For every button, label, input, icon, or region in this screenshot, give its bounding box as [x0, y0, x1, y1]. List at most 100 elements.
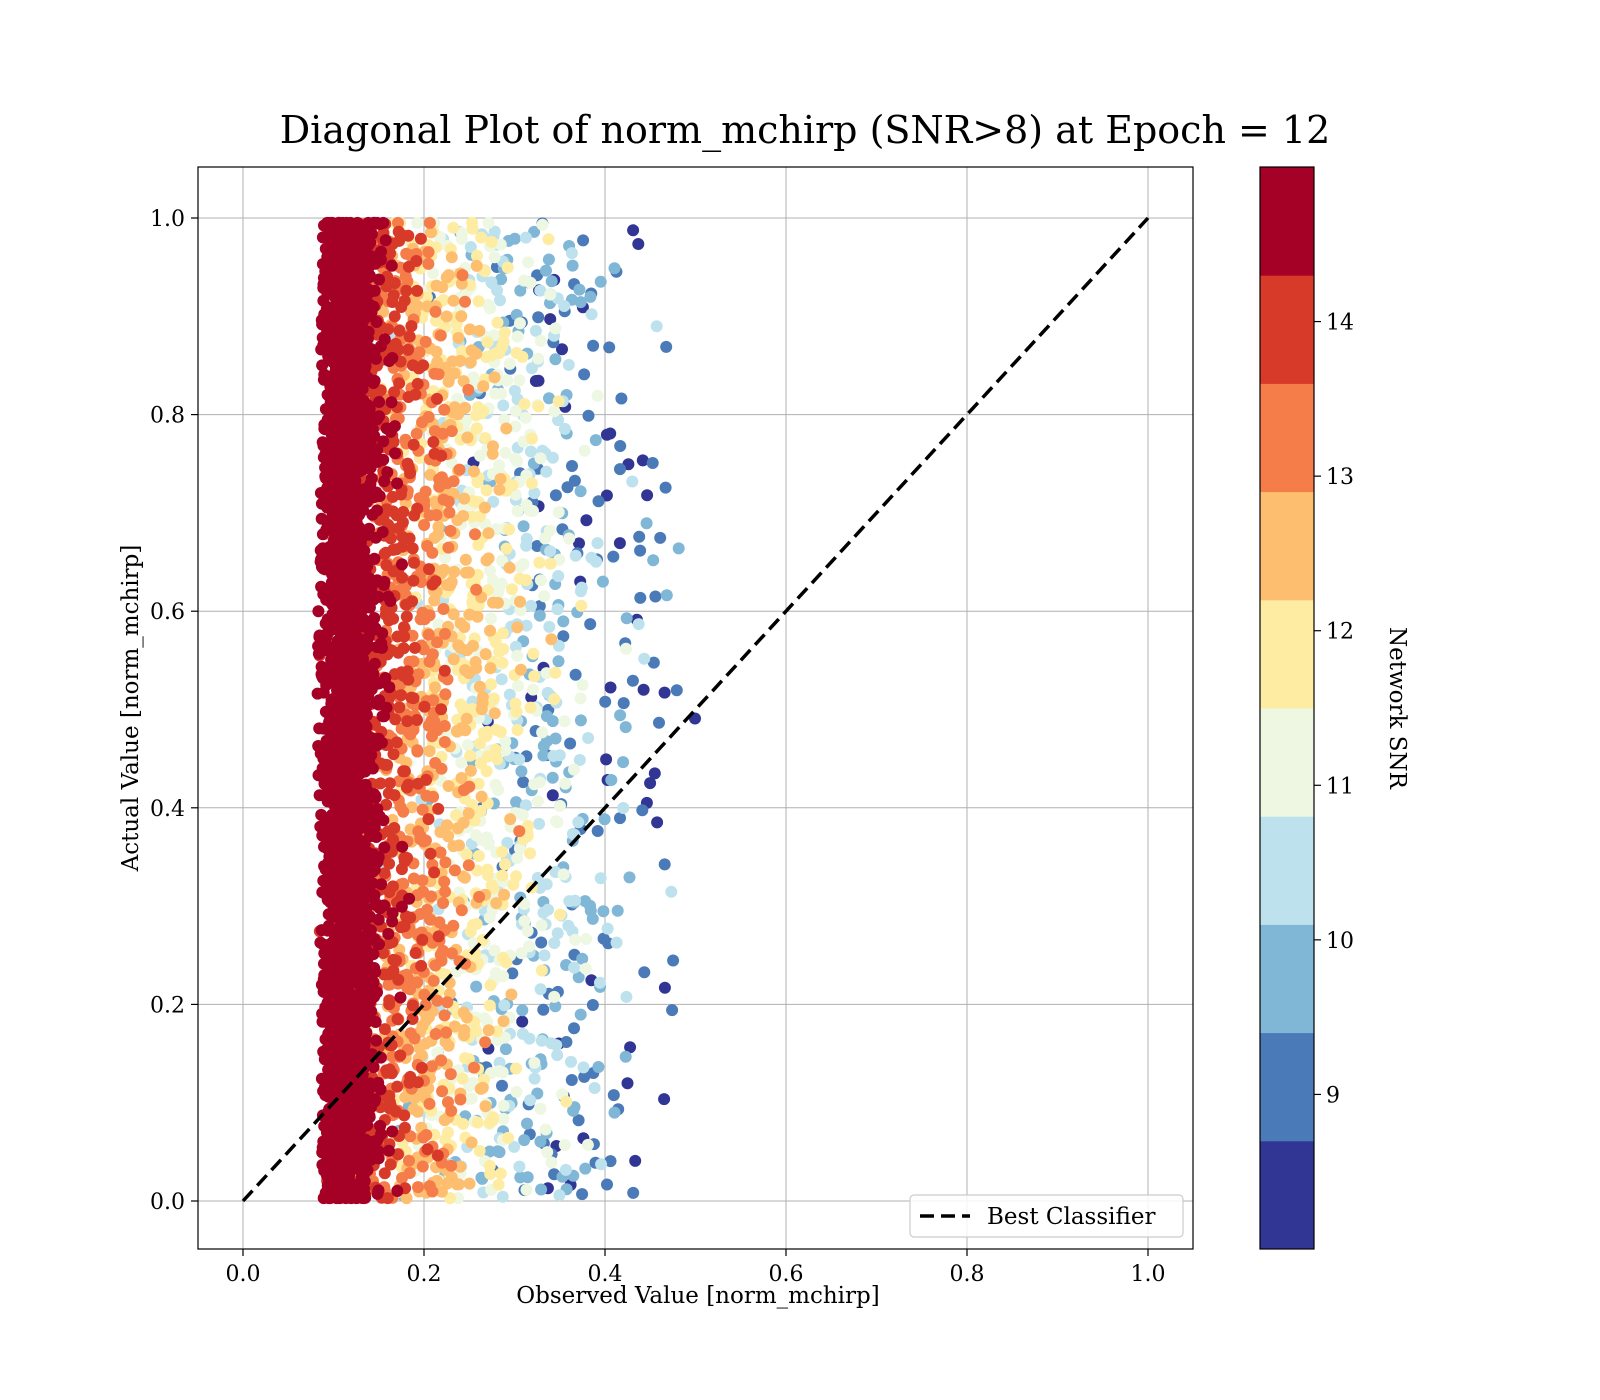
scatter-point [361, 264, 374, 277]
scatter-point [351, 381, 364, 394]
scatter-point [534, 452, 547, 465]
scatter-point [376, 710, 389, 723]
scatter-point [499, 735, 512, 748]
scatter-point [423, 563, 435, 576]
scatter-point [365, 472, 378, 485]
scatter-point [513, 842, 526, 855]
scatter-point [591, 389, 604, 402]
scatter-point [513, 753, 526, 766]
scatter-point [470, 422, 483, 435]
scatter-point [581, 1138, 594, 1151]
scatter-point [607, 1089, 620, 1102]
scatter-point [468, 1061, 480, 1074]
scatter-point [454, 1160, 467, 1173]
scatter-point [513, 572, 526, 585]
scatter-point [383, 777, 396, 790]
scatter-point [470, 259, 483, 272]
scatter-point [479, 1036, 492, 1049]
scatter-point [591, 537, 604, 550]
scatter-point [614, 463, 626, 476]
scatter-point [399, 1091, 412, 1104]
scatter-point [540, 878, 553, 891]
scatter-point [574, 585, 587, 598]
scatter-point [511, 505, 524, 517]
scatter-point [608, 262, 621, 275]
scatter-point [574, 1008, 587, 1021]
scatter-point [518, 274, 530, 287]
scatter-point [320, 591, 333, 604]
scatter-point [532, 374, 545, 387]
scatter-point [509, 405, 522, 418]
scatter-point [457, 703, 469, 716]
scatter-point [328, 1175, 341, 1188]
scatter-point [384, 425, 397, 438]
scatter-point [397, 805, 410, 818]
scatter-point [499, 744, 512, 757]
scatter-point [519, 799, 532, 812]
scatter-point [329, 967, 342, 980]
scatter-point [605, 774, 618, 786]
scatter-point [386, 505, 399, 518]
scatter-point [542, 253, 555, 266]
scatter-point [441, 996, 454, 1009]
scatter-point [636, 804, 649, 817]
scatter-point [585, 308, 598, 321]
scatter-point [614, 440, 627, 452]
scatter-point [619, 1050, 632, 1063]
scatter-point [441, 1126, 454, 1139]
scatter-point [573, 537, 585, 550]
scatter-point [435, 954, 448, 967]
scatter-point [552, 506, 565, 519]
scatter-point [403, 1154, 415, 1167]
scatter-point [528, 1072, 541, 1085]
scatter-point [586, 999, 599, 1011]
scatter-point [316, 359, 329, 372]
scatter-point [498, 326, 511, 339]
scatter-point [457, 375, 470, 388]
scatter-point [591, 825, 604, 837]
scatter-point [492, 583, 505, 596]
scatter-point [653, 716, 665, 729]
scatter-point [418, 988, 431, 1001]
scatter-point [542, 233, 555, 246]
scatter-point [516, 809, 529, 822]
scatter-point [379, 234, 392, 247]
scatter-point [559, 777, 572, 790]
scatter-point [318, 957, 330, 970]
scatter-point [574, 714, 587, 727]
scatter-point [378, 475, 391, 488]
scatter-point [576, 1188, 589, 1201]
scatter-point [383, 857, 396, 870]
scatter-point [430, 314, 442, 327]
scatter-point [528, 670, 541, 683]
scatter-point [416, 933, 429, 946]
scatter-point [580, 933, 593, 945]
scatter-point [377, 435, 390, 448]
scatter-point [549, 353, 562, 366]
scatter-point [398, 1121, 411, 1134]
scatter-point [577, 1061, 590, 1074]
scatter-point [352, 227, 365, 239]
scatter-point [546, 715, 559, 728]
scatter-point [543, 524, 556, 537]
scatter-point [529, 324, 542, 337]
scatter-point [578, 368, 591, 381]
scatter-point [566, 259, 579, 272]
scatter-point [459, 664, 472, 677]
scatter-point [503, 357, 516, 370]
chart-title: Diagonal Plot of norm_mchirp (SNR>8) at … [280, 108, 1331, 153]
scatter-point [477, 380, 490, 393]
scatter-point [485, 612, 497, 625]
scatter-point [508, 1140, 521, 1153]
scatter-point [528, 487, 541, 500]
scatter-point [378, 547, 391, 560]
scatter-point [667, 954, 680, 967]
scatter-point [429, 575, 442, 588]
scatter-point [373, 410, 385, 423]
scatter-point [462, 859, 475, 872]
scatter-point [540, 264, 552, 277]
scatter-point [442, 1096, 454, 1109]
scatter-point [388, 386, 401, 399]
scatter-point [403, 892, 416, 905]
scatter-point [444, 524, 457, 537]
